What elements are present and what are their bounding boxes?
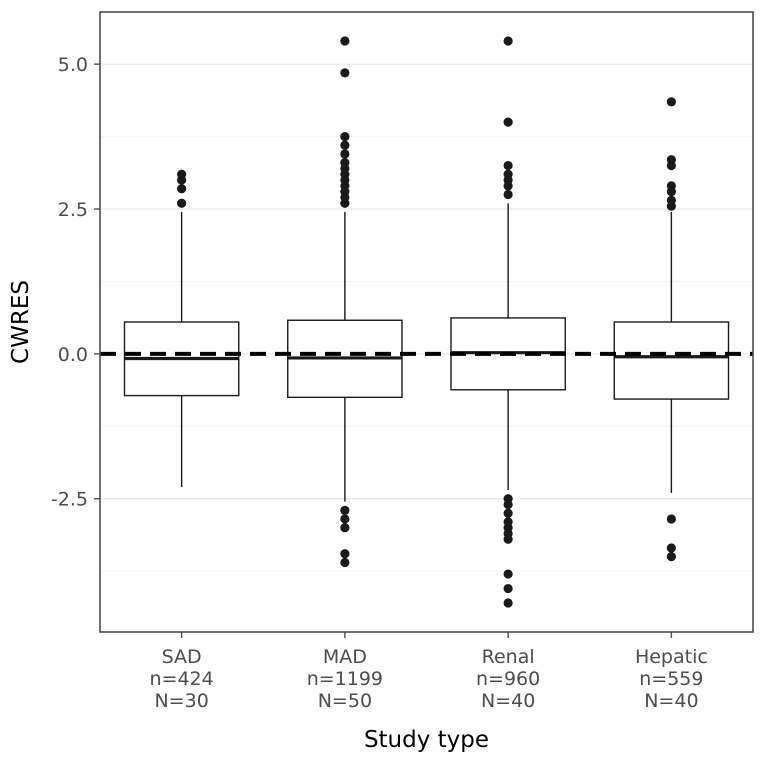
outlier-point <box>340 36 350 46</box>
outlier-point <box>340 514 350 524</box>
outlier-point <box>340 68 350 78</box>
y-tick-label: 2.5 <box>58 199 88 221</box>
x-category-label: N=50 <box>318 690 372 712</box>
x-category-label: N=30 <box>154 690 208 712</box>
outlier-point <box>503 534 513 544</box>
outlier-point <box>503 508 513 518</box>
outlier-point <box>503 117 513 127</box>
outlier-point <box>503 569 513 579</box>
outlier-point <box>340 131 350 142</box>
box <box>613 321 730 400</box>
outlier-point <box>340 149 350 159</box>
x-category-label: MAD <box>323 646 367 668</box>
outlier-point <box>340 505 350 515</box>
outlier-point <box>177 169 187 179</box>
outlier-point <box>503 181 513 191</box>
outlier-point <box>666 514 676 524</box>
y-tick-label: 5.0 <box>58 54 88 76</box>
x-category-label: N=40 <box>481 690 535 712</box>
outlier-point <box>666 160 676 171</box>
outlier-point <box>340 557 350 568</box>
outlier-point <box>503 36 513 46</box>
outlier-point <box>666 201 676 211</box>
outlier-point <box>666 552 676 562</box>
outlier-point <box>503 189 513 200</box>
x-category-label: n=424 <box>150 668 214 690</box>
x-category-label: SAD <box>162 646 202 668</box>
outlier-point <box>177 198 187 208</box>
outlier-point <box>503 160 513 171</box>
outlier-point <box>340 523 350 533</box>
outlier-point <box>503 499 513 510</box>
outlier-point <box>177 184 187 194</box>
x-category-label: n=960 <box>476 668 540 690</box>
y-axis-title: CWRES <box>8 280 34 364</box>
outlier-point <box>503 583 513 594</box>
x-category-label: Hepatic <box>635 646 708 668</box>
x-category-label: n=559 <box>639 668 703 690</box>
outlier-point <box>340 549 350 559</box>
x-category-label: n=1199 <box>307 668 383 690</box>
x-axis-title: Study type <box>364 727 489 753</box>
y-tick-label: -2.5 <box>51 489 88 511</box>
outlier-point <box>666 187 676 197</box>
outlier-point <box>503 598 513 608</box>
outlier-point <box>340 198 350 208</box>
y-tick-label: 0.0 <box>58 344 88 366</box>
x-category-label: N=40 <box>644 690 698 712</box>
x-category-label: Renal <box>482 646 535 668</box>
outlier-point <box>666 97 676 107</box>
outlier-point <box>340 140 350 150</box>
panel-border <box>99 11 754 633</box>
outlier-point <box>666 543 676 553</box>
